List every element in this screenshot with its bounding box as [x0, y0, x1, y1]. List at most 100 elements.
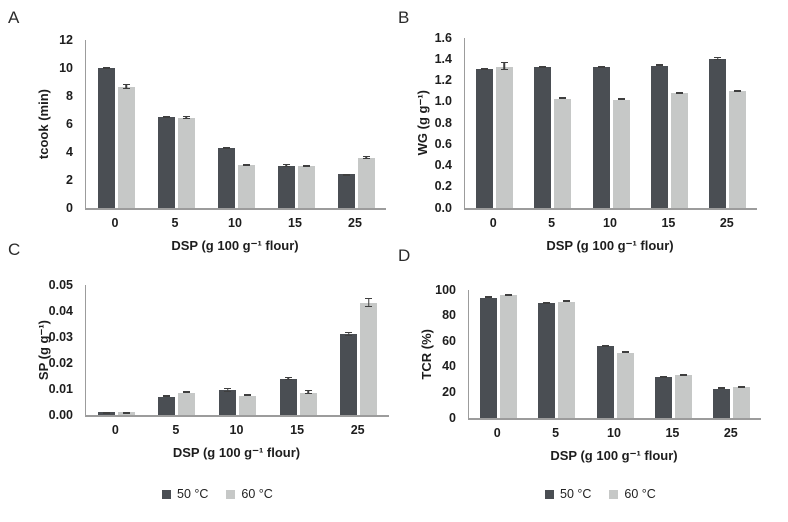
panel-b-x-axis-tick-labels: 0 5 10 15 25	[464, 216, 756, 232]
y-tick-label: 0.0	[434, 200, 452, 215]
bar-60c	[117, 86, 135, 208]
error-bar	[543, 301, 551, 304]
error-bar	[304, 390, 312, 395]
y-tick-label: 0.03	[48, 329, 73, 344]
bar-60c	[616, 352, 634, 418]
y-tick-label: 1.4	[434, 51, 452, 66]
bar-50c	[650, 65, 668, 208]
error-bar	[282, 163, 290, 168]
bar-50c	[534, 66, 552, 208]
x-tick-label: 10	[229, 423, 244, 437]
bar-60c	[117, 412, 135, 415]
error-bar	[302, 165, 310, 168]
bar-50c	[97, 412, 115, 415]
error-bar	[563, 300, 571, 303]
bar-50c	[340, 334, 358, 415]
x-tick-label: 25	[719, 216, 734, 230]
error-bar	[102, 411, 110, 414]
bar-50c	[279, 378, 297, 415]
bar-60c	[733, 387, 751, 418]
bar-50c	[479, 297, 497, 418]
y-tick-label: 0.01	[48, 381, 73, 396]
legend-swatch-60c-icon	[609, 489, 619, 499]
error-bar	[480, 67, 488, 70]
panel-c-x-axis-title: DSP (g 100 g⁻¹ flour)	[172, 445, 301, 460]
y-tick-label: 2	[66, 172, 73, 187]
x-tick-label: 5	[172, 423, 180, 437]
bar-60c	[670, 93, 688, 208]
error-bar	[345, 331, 353, 336]
panel-c-x-axis-tick-labels: 0 5 10 15 25	[85, 423, 388, 439]
bar-60c	[177, 118, 195, 208]
panel-a-label: A	[8, 8, 20, 27]
bar-50c	[596, 346, 614, 418]
panel-d-y-axis-tick-labels: 0 20 40 60 80 100	[421, 283, 462, 425]
error-bar	[500, 62, 508, 70]
bar-60c	[357, 157, 375, 208]
bar-50c	[654, 377, 672, 418]
y-tick-label: 0.6	[434, 136, 452, 151]
bar-50c	[97, 68, 115, 208]
error-bar	[365, 298, 373, 308]
error-bar	[122, 411, 130, 414]
y-tick-label: 0.00	[48, 407, 73, 422]
bar-60c	[674, 375, 692, 418]
error-bar	[163, 395, 171, 398]
x-tick-label: 10	[228, 216, 242, 230]
legend-swatch-50c-icon	[545, 489, 554, 499]
x-tick-label: 15	[290, 423, 305, 437]
legend-label-50c: 50 °C	[560, 487, 592, 501]
x-tick-label: 0	[111, 423, 119, 437]
bar-50c	[337, 174, 355, 208]
bar-60c	[554, 98, 572, 208]
error-bar	[244, 394, 251, 397]
error-bar	[183, 391, 191, 394]
error-bar	[242, 163, 250, 166]
y-tick-label: 10	[59, 60, 73, 75]
bar-50c	[157, 117, 175, 208]
legend-label-60c: 60 °C	[241, 487, 273, 501]
x-tick-label: 15	[665, 426, 680, 440]
x-tick-label: 25	[348, 216, 362, 230]
y-tick-label: 40	[442, 359, 456, 374]
x-tick-label: 15	[661, 216, 676, 230]
x-tick-label: 0	[489, 216, 497, 230]
error-bar	[655, 64, 663, 67]
y-tick-label: 8	[66, 88, 73, 103]
bar-60c	[729, 91, 747, 208]
x-tick-label: 15	[288, 216, 302, 230]
error-bar	[362, 155, 370, 159]
error-bar	[718, 387, 726, 390]
bar-50c	[709, 59, 727, 208]
error-bar	[122, 84, 130, 89]
panel-d-label: D	[398, 246, 411, 265]
panel-c-y-axis-tick-labels: 0.00 0.01 0.02 0.03 0.04 0.05	[38, 278, 79, 422]
legend-item-60c: 60 °C	[226, 487, 273, 501]
legend-swatch-50c-icon	[162, 489, 171, 499]
y-tick-label: 0.2	[434, 179, 452, 194]
error-bar	[539, 65, 547, 68]
panel-b-x-axis-title: DSP (g 100 g⁻¹ flour)	[546, 238, 674, 253]
panel-d-plot-area	[468, 290, 761, 420]
x-tick-label: 0	[111, 216, 119, 230]
bar-60c	[612, 99, 630, 208]
bar-50c	[713, 388, 731, 418]
error-bar	[342, 173, 350, 176]
y-tick-label: 0	[66, 200, 73, 215]
bar-60c	[558, 301, 576, 418]
bar-60c	[360, 303, 378, 415]
legend-item-50c: 50 °C	[162, 487, 208, 501]
bar-60c	[297, 166, 315, 208]
error-bar	[597, 65, 605, 68]
bar-50c	[277, 166, 295, 208]
error-bar	[621, 351, 629, 354]
error-bar	[738, 386, 746, 388]
panel-a-x-axis-title: DSP (g 100 g⁻¹ flour)	[171, 238, 299, 253]
x-tick-label: 25	[723, 426, 738, 440]
panel-c-plot-area	[85, 285, 389, 417]
error-bar	[617, 98, 625, 101]
panel-c-label: C	[8, 240, 21, 259]
panel-b-plot-area	[464, 38, 757, 210]
y-tick-label: 1.2	[434, 73, 452, 87]
bar-50c	[217, 147, 235, 208]
